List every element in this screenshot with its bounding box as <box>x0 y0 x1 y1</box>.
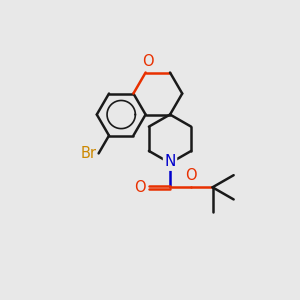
Text: N: N <box>164 154 176 169</box>
Text: O: O <box>185 168 197 183</box>
Text: O: O <box>142 54 154 69</box>
Text: O: O <box>134 180 146 195</box>
Text: Br: Br <box>81 146 97 161</box>
